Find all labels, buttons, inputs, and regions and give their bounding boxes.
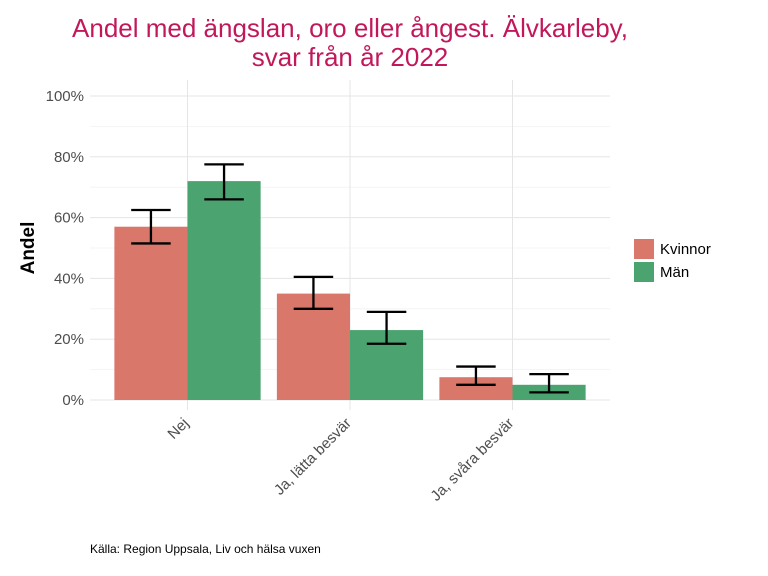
legend: Kvinnor Män (634, 238, 711, 284)
y-tick-label: 80% (54, 149, 84, 166)
bar-kvinnor-1 (276, 293, 350, 400)
x-tick-label: Ja, svåra besvär (427, 415, 517, 505)
legend-swatch-kvinnor (634, 239, 654, 259)
legend-label-kvinnor: Kvinnor (660, 240, 711, 258)
chart-title: Andel med ängslan, oro eller ångest. Älv… (0, 14, 700, 72)
y-tick-label: 20% (54, 331, 84, 348)
legend-item-kvinnor: Kvinnor (634, 238, 711, 260)
y-tick-label: 100% (46, 88, 84, 105)
legend-swatch-man (634, 262, 654, 282)
y-tick-label: 40% (54, 270, 84, 287)
chart-title-line-2: svar från år 2022 (251, 42, 449, 72)
source-caption: Källa: Region Uppsala, Liv och hälsa vux… (90, 542, 321, 556)
x-tick-label: Ja, lätta besvär (271, 415, 355, 499)
legend-item-man: Män (634, 261, 711, 283)
x-tick-label: Nej (164, 415, 192, 443)
y-axis-label: Andel (18, 222, 39, 275)
legend-label-man: Män (660, 263, 690, 281)
chart-title-line-1: Andel med ängslan, oro eller ångest. Älv… (72, 13, 628, 43)
bar-kvinnor-2 (439, 377, 513, 400)
y-tick-label: 60% (54, 210, 84, 227)
bar-kvinnor-0 (114, 226, 188, 400)
bar-män-0 (187, 181, 261, 400)
y-tick-label: 0% (62, 392, 84, 409)
